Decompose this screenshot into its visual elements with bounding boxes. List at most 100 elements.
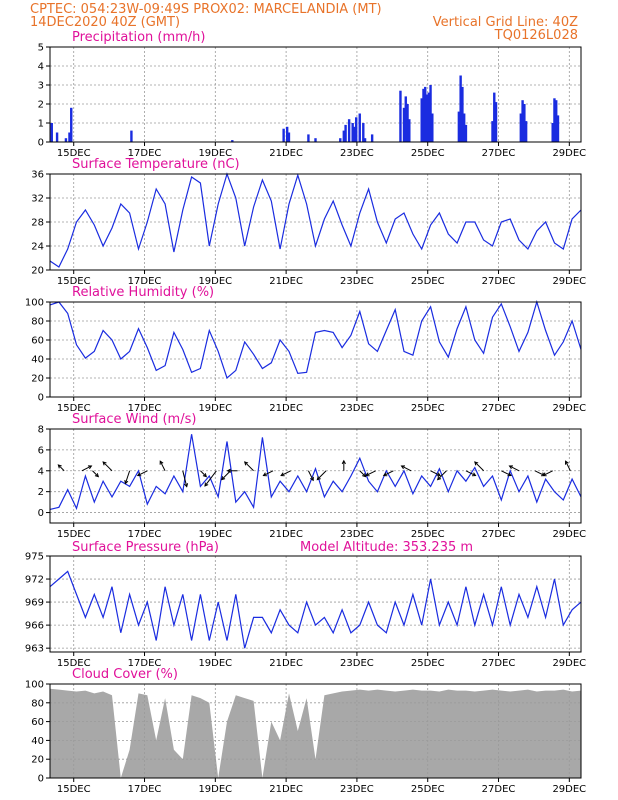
precip-bar — [553, 98, 556, 142]
precip-ytick-label: 5 — [38, 43, 44, 54]
wind-arrow — [136, 470, 148, 477]
pressure-xtick-label: 15DEC — [57, 658, 91, 669]
precip-bar — [362, 123, 365, 142]
precip-xtick-label: 23DEC — [340, 148, 374, 159]
temp-ytick-label: 20 — [31, 266, 44, 277]
pressure-ytick-label: 975 — [25, 552, 44, 563]
pressure-ytick-label: 969 — [25, 598, 44, 609]
wind-ytick-label: 8 — [38, 425, 44, 436]
pressure-xtick-label: 29DEC — [552, 658, 586, 669]
precip-bar — [130, 130, 133, 142]
precip-bar — [462, 113, 466, 142]
wind-series-line — [49, 434, 582, 511]
wind-arrow — [182, 470, 189, 488]
humidity-xtick-label: 25DEC — [411, 403, 445, 414]
wind-arrow — [542, 470, 553, 477]
precip-bar — [355, 117, 358, 142]
wind-xtick-label: 25DEC — [411, 529, 445, 540]
humidity-xtick-label: 19DEC — [198, 403, 232, 414]
precip-bar — [429, 85, 432, 142]
temp-title: Surface Temperature (nC) — [72, 157, 240, 172]
cloud-ytick-label: 40 — [31, 736, 44, 747]
temp-xtick-label: 29DEC — [552, 276, 586, 287]
cloud-xtick-label: 19DEC — [198, 784, 232, 795]
precip-bar — [70, 107, 73, 142]
humidity-ytick-label: 100 — [25, 298, 44, 309]
wind-arrow — [226, 468, 238, 473]
cloud-ytick-label: 0 — [38, 774, 44, 785]
humidity-xtick-label: 23DEC — [340, 403, 374, 414]
precip-bar — [425, 94, 429, 142]
humidity-ytick-label: 20 — [31, 374, 44, 385]
precip-ytick-label: 2 — [38, 100, 44, 111]
precip-bar — [353, 126, 356, 142]
header-grid-note: Vertical Grid Line: 40Z — [433, 15, 578, 30]
precip-bar — [422, 88, 425, 142]
cloud-title: Cloud Cover (%) — [72, 667, 178, 682]
precip-bar — [50, 123, 53, 142]
humidity-xtick-label: 29DEC — [552, 403, 586, 414]
precip-bar — [420, 98, 423, 142]
precip-bar — [519, 113, 523, 142]
precip-frame — [49, 46, 582, 143]
pressure-xtick-label: 21DEC — [269, 658, 303, 669]
pressure-xtick-label: 19DEC — [198, 658, 232, 669]
precip-bar — [363, 138, 367, 142]
precip-bar — [464, 124, 468, 142]
header-station-line: CPTEC: 054:23W-09:49S PROX02: MARCELANDI… — [30, 2, 382, 17]
precip-bar — [55, 132, 59, 142]
header-date: 14DEC2020 40Z (GMT) — [30, 15, 180, 30]
wind-ytick-label: 4 — [38, 466, 44, 477]
temp-panel: 20 24 28 32 36 15DEC 17DEC 19DEC 21DEC 23DEC 25DEC… — [31, 170, 586, 288]
wind-arrow — [341, 459, 346, 471]
precip-bar — [231, 140, 234, 142]
cloud-ytick-label: 100 — [25, 680, 44, 691]
pressure-xtick-label: 17DEC — [128, 658, 162, 669]
cloud-area — [50, 688, 581, 778]
precip-bar — [406, 104, 409, 142]
wind-arrow — [102, 461, 113, 472]
cloud-ytick-label: 20 — [31, 755, 44, 766]
temp-xtick-label: 25DEC — [411, 276, 445, 287]
wind-arrow — [508, 465, 520, 472]
humidity-ytick-label: 0 — [38, 393, 44, 404]
precip-xtick-label: 27DEC — [482, 148, 516, 159]
wind-xtick-label: 27DEC — [482, 529, 516, 540]
humidity-ytick-label: 80 — [31, 317, 44, 328]
precip-ytick-label: 4 — [38, 62, 44, 73]
precip-panel: 0 1 2 3 4 5 15DEC 17DEC 19DEC 21DEC 23DEC 25DEC 27DE… — [38, 43, 587, 160]
precip-bar — [457, 111, 461, 142]
humidity-title: Relative Humidity (%) — [72, 285, 214, 300]
precip-bar — [523, 104, 526, 142]
precip-xtick-label: 25DEC — [411, 148, 445, 159]
wind-arrow — [200, 470, 208, 478]
precip-xtick-label: 29DEC — [552, 148, 586, 159]
precip-bar — [64, 138, 68, 142]
humidity-xtick-label: 17DEC — [128, 403, 162, 414]
cloud-xtick-label: 29DEC — [552, 784, 586, 795]
temp-xtick-label: 19DEC — [198, 276, 232, 287]
pressure-frame — [49, 555, 582, 653]
precip-bar — [524, 121, 528, 142]
wind-arrow — [124, 470, 131, 485]
precip-title: Precipitation (mm/h) — [72, 30, 205, 45]
cloud-xtick-label: 21DEC — [269, 784, 303, 795]
precip-xtick-label: 17DEC — [128, 148, 162, 159]
temp-xtick-label: 17DEC — [128, 276, 162, 287]
pressure-ytick-label: 966 — [25, 621, 44, 632]
cloud-xtick-label: 23DEC — [340, 784, 374, 795]
temp-ytick-label: 28 — [31, 218, 44, 229]
precip-bar — [285, 126, 289, 142]
pressure-series-line — [49, 570, 582, 649]
wind-arrow — [436, 470, 447, 481]
humidity-xtick-label: 27DEC — [482, 403, 516, 414]
cloud-xtick-label: 27DEC — [482, 784, 516, 795]
wind-arrow — [243, 461, 254, 472]
wind-arrow — [501, 470, 512, 477]
humidity-panel: 0 20 40 60 80 100 15DEC 17DEC 19DEC 21DEC 23DEC 25D… — [25, 298, 586, 415]
wind-arrow — [400, 465, 412, 472]
precip-bar — [461, 86, 464, 142]
wind-ytick-label: 2 — [38, 487, 44, 498]
pressure-ytick-label: 972 — [25, 575, 44, 586]
pressure-panel: 963 966 969 972 975 15DEC 17DEC 19DEC 21DEC 23DEC… — [25, 552, 586, 670]
